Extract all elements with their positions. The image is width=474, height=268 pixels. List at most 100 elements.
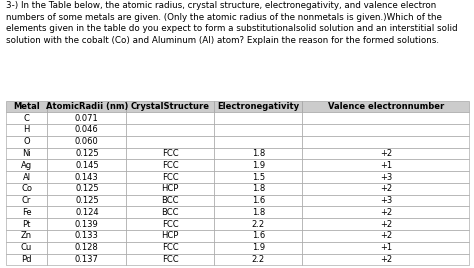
Bar (214, 100, 302, 112)
Bar (47, 112, 126, 124)
Bar (302, 230, 469, 242)
Bar (126, 218, 214, 230)
Bar (126, 112, 214, 124)
Text: Al: Al (22, 173, 31, 181)
Bar (302, 124, 469, 136)
Text: Zn: Zn (21, 231, 32, 240)
Text: 0.125: 0.125 (75, 196, 99, 205)
Bar (214, 242, 302, 254)
Text: 0.060: 0.060 (75, 137, 99, 146)
Text: 1.8: 1.8 (252, 184, 265, 193)
Bar (302, 136, 469, 148)
Text: AtomicRadii (nm): AtomicRadii (nm) (46, 102, 128, 111)
Text: +2: +2 (380, 184, 392, 193)
Bar (126, 148, 214, 159)
Bar (47, 254, 126, 265)
Bar (47, 230, 126, 242)
Bar (47, 183, 126, 195)
Bar (6, 159, 47, 171)
Bar (47, 242, 126, 254)
Text: 0.139: 0.139 (75, 219, 99, 229)
Text: 1.9: 1.9 (252, 161, 265, 170)
Bar (47, 124, 126, 136)
Bar (302, 206, 469, 218)
Text: Fe: Fe (22, 208, 31, 217)
Text: Pt: Pt (22, 219, 31, 229)
Text: FCC: FCC (162, 255, 179, 264)
Bar (126, 171, 214, 183)
Text: +2: +2 (380, 219, 392, 229)
Bar (47, 195, 126, 206)
Bar (6, 124, 47, 136)
Text: Co: Co (21, 184, 32, 193)
Bar (126, 136, 214, 148)
Bar (47, 159, 126, 171)
Bar (126, 100, 214, 112)
Text: +2: +2 (380, 208, 392, 217)
Text: 0.124: 0.124 (75, 208, 99, 217)
Bar (214, 183, 302, 195)
Text: Metal: Metal (13, 102, 40, 111)
Bar (126, 230, 214, 242)
Text: +2: +2 (380, 255, 392, 264)
Text: Cu: Cu (21, 243, 32, 252)
Text: 0.125: 0.125 (75, 149, 99, 158)
Bar (6, 195, 47, 206)
Text: +1: +1 (380, 243, 392, 252)
Text: FCC: FCC (162, 161, 179, 170)
Bar (6, 230, 47, 242)
Bar (47, 206, 126, 218)
Text: +1: +1 (380, 161, 392, 170)
Bar (214, 112, 302, 124)
Bar (302, 100, 469, 112)
Text: Valence electronnumber: Valence electronnumber (328, 102, 444, 111)
Bar (6, 242, 47, 254)
Bar (302, 112, 469, 124)
Text: FCC: FCC (162, 219, 179, 229)
Bar (214, 171, 302, 183)
Text: +2: +2 (380, 149, 392, 158)
Text: 0.137: 0.137 (75, 255, 99, 264)
Bar (214, 230, 302, 242)
Bar (126, 159, 214, 171)
Text: 1.8: 1.8 (252, 149, 265, 158)
Bar (302, 218, 469, 230)
Text: 0.046: 0.046 (75, 125, 99, 135)
Text: BCC: BCC (162, 208, 179, 217)
Bar (302, 148, 469, 159)
Text: HCP: HCP (162, 184, 179, 193)
Text: 1.6: 1.6 (252, 196, 265, 205)
Text: H: H (23, 125, 30, 135)
Bar (302, 242, 469, 254)
Text: CrystalStructure: CrystalStructure (131, 102, 210, 111)
Bar (47, 148, 126, 159)
Bar (6, 100, 47, 112)
Bar (302, 254, 469, 265)
Bar (6, 148, 47, 159)
Bar (6, 112, 47, 124)
Bar (47, 218, 126, 230)
Bar (126, 195, 214, 206)
Bar (6, 171, 47, 183)
Bar (214, 206, 302, 218)
Bar (6, 254, 47, 265)
Text: FCC: FCC (162, 149, 179, 158)
Bar (302, 195, 469, 206)
Text: BCC: BCC (162, 196, 179, 205)
Text: 1.9: 1.9 (252, 243, 265, 252)
Text: Ni: Ni (22, 149, 31, 158)
Bar (214, 218, 302, 230)
Bar (126, 206, 214, 218)
Bar (302, 183, 469, 195)
Text: 1.8: 1.8 (252, 208, 265, 217)
Text: 2.2: 2.2 (252, 255, 265, 264)
Bar (126, 183, 214, 195)
Text: 3-) In the Table below, the atomic radius, crystal structure, electronegativity,: 3-) In the Table below, the atomic radiu… (6, 1, 457, 45)
Text: 0.133: 0.133 (75, 231, 99, 240)
Bar (126, 254, 214, 265)
Bar (47, 136, 126, 148)
Text: FCC: FCC (162, 173, 179, 181)
Bar (214, 159, 302, 171)
Bar (214, 254, 302, 265)
Bar (302, 171, 469, 183)
